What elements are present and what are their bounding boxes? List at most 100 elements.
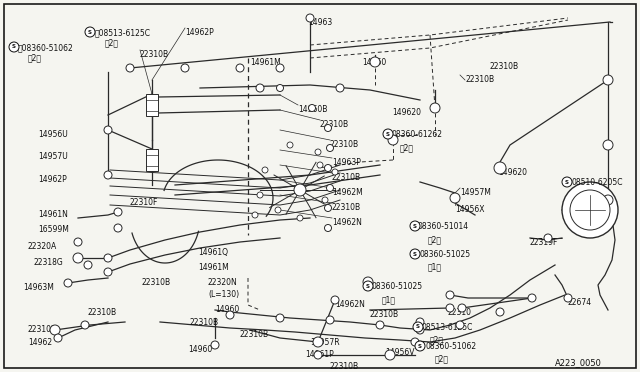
Text: 22310B: 22310B [330, 362, 359, 371]
Text: 22310B: 22310B [28, 325, 57, 334]
Circle shape [385, 350, 395, 360]
Text: S: S [565, 180, 569, 185]
Text: 14961Q: 14961Q [198, 248, 228, 257]
Circle shape [332, 169, 338, 175]
Circle shape [252, 212, 258, 218]
Text: 14957M: 14957M [460, 188, 491, 197]
Text: 22674: 22674 [568, 298, 592, 307]
Text: （2）: （2） [435, 354, 449, 363]
Text: Ⓜ08360-51062: Ⓜ08360-51062 [18, 43, 74, 52]
Text: 14956V: 14956V [385, 348, 415, 357]
Text: 14962N: 14962N [332, 218, 362, 227]
Circle shape [211, 341, 219, 349]
Circle shape [236, 64, 244, 72]
Text: （1）: （1） [428, 262, 442, 271]
Circle shape [603, 195, 613, 205]
Circle shape [376, 321, 384, 329]
Circle shape [257, 192, 263, 198]
Text: 22310B: 22310B [190, 318, 219, 327]
Text: 14962M: 14962M [332, 188, 363, 197]
Circle shape [85, 27, 95, 37]
Text: 22310B: 22310B [320, 120, 349, 129]
Circle shape [114, 224, 122, 232]
Text: 08360-51025: 08360-51025 [420, 250, 471, 259]
Circle shape [104, 171, 112, 179]
Circle shape [603, 75, 613, 85]
Text: 08360-51014: 08360-51014 [418, 222, 469, 231]
Circle shape [562, 177, 572, 187]
Text: S: S [413, 251, 417, 257]
Circle shape [458, 304, 466, 312]
Text: 14962: 14962 [28, 338, 52, 347]
Text: 14960: 14960 [215, 305, 239, 314]
Circle shape [496, 308, 504, 316]
Circle shape [104, 268, 112, 276]
Circle shape [276, 84, 284, 92]
Circle shape [276, 64, 284, 72]
Text: S: S [418, 343, 422, 349]
Circle shape [410, 221, 420, 231]
Circle shape [324, 125, 332, 131]
Circle shape [308, 105, 316, 112]
Text: 22310B: 22310B [332, 203, 361, 212]
Text: 14956X: 14956X [455, 205, 484, 214]
Text: 14960B: 14960B [298, 105, 328, 114]
Circle shape [74, 238, 82, 246]
Circle shape [313, 337, 323, 347]
Circle shape [256, 84, 264, 92]
Text: 22310B: 22310B [465, 75, 494, 84]
Text: 22310F: 22310F [130, 198, 158, 207]
Circle shape [73, 253, 83, 263]
Circle shape [324, 224, 332, 231]
Circle shape [81, 321, 89, 329]
Text: 22310B: 22310B [332, 173, 361, 182]
Text: 14961M: 14961M [250, 58, 281, 67]
Text: 14963: 14963 [308, 18, 332, 27]
Circle shape [50, 325, 60, 335]
Text: 14957U: 14957U [38, 152, 68, 161]
Circle shape [528, 294, 536, 302]
Circle shape [297, 215, 303, 221]
Circle shape [226, 311, 234, 319]
Text: （1）: （1） [382, 295, 396, 304]
Circle shape [494, 162, 506, 174]
Text: （2）: （2） [400, 143, 414, 152]
Text: A223_0050: A223_0050 [555, 358, 602, 367]
Text: 22310B: 22310B [88, 308, 117, 317]
Text: 08360-61262: 08360-61262 [392, 130, 443, 139]
Text: 14963M: 14963M [23, 283, 54, 292]
Circle shape [564, 294, 572, 302]
Text: 14961N: 14961N [38, 210, 68, 219]
Circle shape [416, 326, 424, 334]
Text: 22319F: 22319F [530, 238, 558, 247]
Circle shape [262, 167, 268, 173]
Circle shape [326, 144, 333, 151]
Text: 22310B: 22310B [140, 50, 169, 59]
Text: 14961P: 14961P [305, 350, 333, 359]
Text: （2）: （2） [430, 335, 444, 344]
Circle shape [331, 296, 339, 304]
Text: 14962N: 14962N [335, 300, 365, 309]
Text: (L=130): (L=130) [208, 290, 239, 299]
Circle shape [544, 234, 552, 242]
Text: 22320N: 22320N [208, 278, 237, 287]
Circle shape [336, 84, 344, 92]
Text: 149620: 149620 [392, 108, 421, 117]
Circle shape [446, 304, 454, 312]
Circle shape [287, 142, 293, 148]
Text: 08360-51062: 08360-51062 [425, 342, 476, 351]
Circle shape [314, 351, 322, 359]
Bar [146, 94, 158, 116]
Text: S: S [413, 224, 417, 228]
Circle shape [126, 64, 134, 72]
Text: （2）: （2） [428, 235, 442, 244]
Text: （2）: （2） [105, 38, 119, 47]
Text: 22310B: 22310B [330, 140, 359, 149]
Text: 22310: 22310 [448, 308, 472, 317]
Text: 08510-6205C: 08510-6205C [572, 178, 623, 187]
Text: 08360-51025: 08360-51025 [372, 282, 423, 291]
Bar [146, 149, 158, 171]
Text: 149620: 149620 [498, 168, 527, 177]
Circle shape [410, 249, 420, 259]
Text: 22318G: 22318G [33, 258, 63, 267]
